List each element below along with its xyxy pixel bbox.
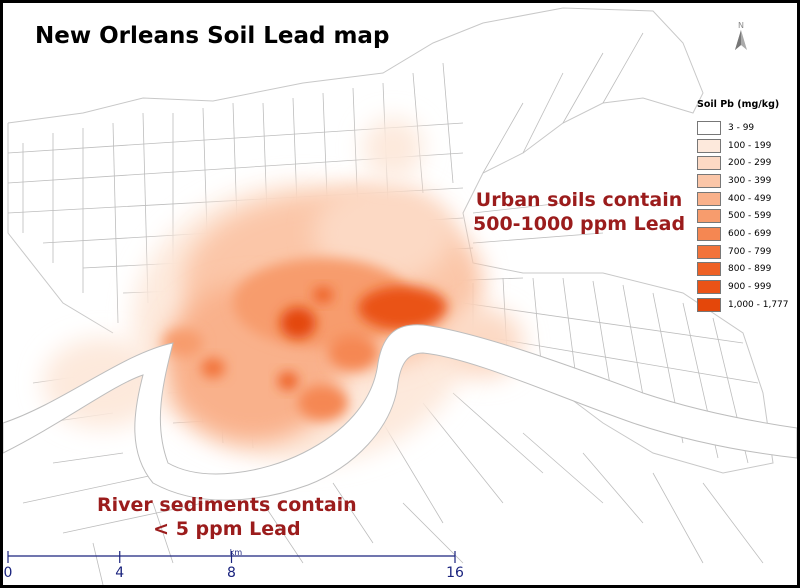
scale-bar: km 0 4 8 16 [3, 548, 483, 585]
legend-label: 100 - 199 [728, 140, 772, 151]
legend-swatch [697, 262, 721, 277]
map-canvas [3, 7, 797, 585]
scale-tick-label: 0 [3, 565, 13, 581]
north-arrow-icon [735, 30, 747, 50]
river-annotation-line-1: River sediments contain [97, 494, 357, 516]
legend-swatch [697, 297, 721, 312]
north-arrow: N [731, 21, 751, 56]
legend-swatch [697, 226, 721, 241]
legend-label: 500 - 599 [728, 211, 772, 222]
legend-label: 400 - 499 [728, 193, 772, 204]
legend-item: 3 - 99 [697, 119, 797, 137]
legend-title: Soil Pb (mg/kg) [697, 99, 780, 110]
legend-swatch [697, 191, 721, 206]
urban-annotation-line-1: Urban soils contain [475, 189, 683, 211]
river-annotation-line-2: < 5 ppm Lead [153, 518, 301, 540]
scale-bar-unit: km [229, 548, 243, 557]
legend: Soil Pb (mg/kg) 3 - 99 100 - 199 200 - 299… [697, 99, 797, 314]
legend-label: 1,000 - 1,777 [728, 299, 789, 310]
legend-item: 800 - 899 [697, 261, 797, 279]
legend-item: 300 - 399 [697, 172, 797, 190]
legend-label: 200 - 299 [728, 158, 772, 169]
scale-tick-label: 16 [446, 565, 464, 581]
legend-item: 400 - 499 [697, 190, 797, 208]
legend-swatch [697, 280, 721, 295]
lead-heat-layer [43, 118, 523, 463]
legend-label: 3 - 99 [728, 122, 755, 133]
legend-item: 500 - 599 [697, 207, 797, 225]
legend-swatch [697, 244, 721, 259]
legend-item: 100 - 199 [697, 137, 797, 155]
scale-tick-label: 8 [227, 565, 236, 581]
legend-swatch [697, 138, 721, 153]
legend-item: 900 - 999 [697, 278, 797, 296]
north-label: N [738, 21, 744, 30]
urban-annotation-line-2: 500-1000 ppm Lead [473, 213, 686, 235]
legend-item: 200 - 299 [697, 154, 797, 172]
legend-item: 600 - 699 [697, 225, 797, 243]
scale-bar-graphic [7, 551, 456, 563]
legend-label: 700 - 799 [728, 246, 772, 257]
legend-classes: 3 - 99 100 - 199 200 - 299 300 - 399 400 - 4… [697, 119, 797, 314]
city-outline [7, 7, 774, 474]
scale-tick-label: 4 [115, 565, 125, 581]
legend-label: 800 - 899 [728, 264, 772, 275]
legend-item: 1,000 - 1,777 [697, 296, 797, 314]
legend-label: 300 - 399 [728, 175, 772, 186]
legend-label: 600 - 699 [728, 228, 772, 239]
legend-swatch [697, 209, 721, 224]
legend-swatch [697, 120, 721, 135]
river-sediments-annotation: River sediments contain < 5 ppm Lead [97, 493, 357, 541]
urban-soils-annotation: Urban soils contain 500-1000 ppm Lead [473, 188, 685, 236]
legend-swatch [697, 156, 721, 171]
mississippi-river [3, 324, 797, 501]
soil-lead-map: New Orleans Soil Lead map N Urban soils … [3, 3, 797, 585]
legend-swatch [697, 173, 721, 188]
legend-item: 700 - 799 [697, 243, 797, 261]
legend-label: 900 - 999 [728, 282, 772, 293]
map-title: New Orleans Soil Lead map [35, 23, 390, 49]
